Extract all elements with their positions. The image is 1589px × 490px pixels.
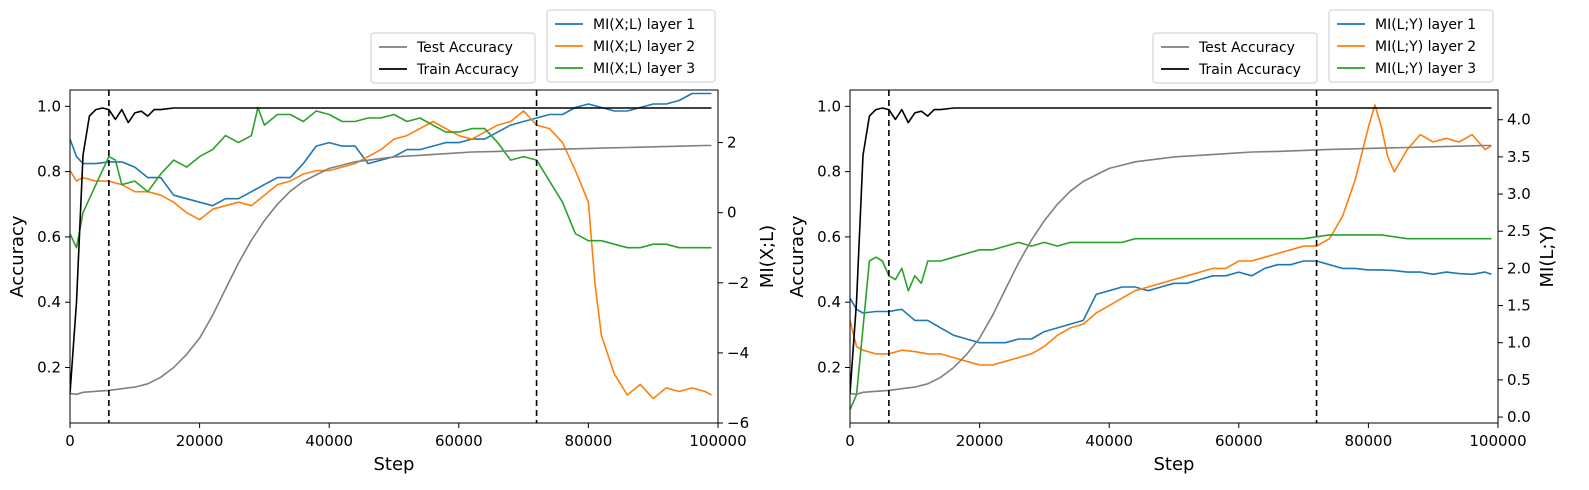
series-line-mi-x-l-layer-3 bbox=[70, 106, 712, 249]
x-tick-label: 80000 bbox=[565, 432, 613, 450]
series-line-train-accuracy bbox=[70, 107, 712, 394]
y2-tick-label: −4 bbox=[727, 344, 749, 362]
y-tick-label: 0.6 bbox=[37, 228, 61, 246]
y2-tick-label: 4.0 bbox=[1507, 111, 1531, 129]
x-tick-label: 60000 bbox=[1215, 432, 1263, 450]
legend-entry: MI(L;Y) layer 2 bbox=[1375, 39, 1476, 55]
series-line-train-accuracy bbox=[850, 107, 1492, 394]
legend-entry: Test Accuracy bbox=[1198, 40, 1295, 56]
legend-entry: MI(X;L) layer 2 bbox=[593, 39, 695, 55]
x-tick-label: 0 bbox=[845, 432, 855, 450]
y-tick-label: 0.4 bbox=[37, 293, 61, 311]
x-tick-label: 20000 bbox=[956, 432, 1004, 450]
y2-axis-title: MI(L;Y) bbox=[1537, 226, 1558, 288]
legend-box bbox=[1328, 9, 1494, 83]
series-line-mi-x-l-layer-2 bbox=[70, 110, 712, 400]
x-tick-label: 60000 bbox=[435, 432, 483, 450]
y2-tick-label: 3.5 bbox=[1507, 148, 1531, 166]
series-group bbox=[70, 92, 712, 400]
y-tick-label: 0.8 bbox=[817, 163, 841, 181]
legend-mutual-information: MI(X;L) layer 1 MI(X;L) layer 2 MI(X;L) la… bbox=[546, 9, 716, 83]
x-tick-label: 80000 bbox=[1345, 432, 1393, 450]
legend-entry: MI(L;Y) layer 3 bbox=[1375, 61, 1476, 77]
y-tick-label: 0.2 bbox=[817, 359, 841, 377]
y2-tick-label: 3.0 bbox=[1507, 185, 1531, 203]
legend-entry: MI(X;L) layer 1 bbox=[593, 17, 695, 33]
y2-tick-label: 1.5 bbox=[1507, 297, 1531, 315]
chart-right: 0 20000 40000 60000 80000 100000 0.2 0.4 0.6 0.8 1… bbox=[787, 9, 1558, 475]
y2-tick-label: 2.5 bbox=[1507, 222, 1531, 240]
plot-frame bbox=[849, 89, 1499, 424]
legend-box bbox=[370, 32, 536, 84]
y2-tick-label: 0 bbox=[727, 204, 737, 222]
x-tick-label: 0 bbox=[65, 432, 75, 450]
legend-box bbox=[1152, 32, 1318, 84]
legend-entry: Train Accuracy bbox=[1198, 62, 1301, 78]
y2-tick-label: 0.5 bbox=[1507, 371, 1531, 389]
y2-tick-label: 0.0 bbox=[1507, 408, 1531, 426]
series-line-mi-l-y-layer-2 bbox=[850, 104, 1492, 366]
x-axis-title: Step bbox=[1154, 454, 1195, 475]
series-line-test-accuracy bbox=[850, 144, 1492, 396]
y-tick-label: 0.6 bbox=[817, 228, 841, 246]
x-axis-title: Step bbox=[374, 454, 415, 475]
y-tick-label: 1.0 bbox=[37, 97, 61, 115]
x-tick-label: 40000 bbox=[305, 432, 353, 450]
series-line-mi-l-y-layer-1 bbox=[850, 260, 1492, 344]
y-axis-title: Accuracy bbox=[787, 215, 808, 298]
series-group bbox=[850, 104, 1492, 410]
legend-entry: MI(L;Y) layer 1 bbox=[1375, 17, 1476, 33]
y-tick-label: 0.8 bbox=[37, 163, 61, 181]
x-tick-label: 100000 bbox=[689, 432, 746, 450]
x-tick-label: 100000 bbox=[1469, 432, 1526, 450]
legend-entry: Test Accuracy bbox=[416, 40, 513, 56]
y-tick-label: 1.0 bbox=[817, 97, 841, 115]
y2-tick-label: 2 bbox=[727, 134, 737, 152]
x-tick-label: 40000 bbox=[1085, 432, 1133, 450]
legend-accuracy: Test Accuracy Train Accuracy bbox=[370, 32, 536, 84]
y-tick-label: 0.4 bbox=[817, 293, 841, 311]
y2-tick-label: −2 bbox=[727, 274, 749, 292]
legend-mutual-information: MI(L;Y) layer 1 MI(L;Y) layer 2 MI(L;Y) la… bbox=[1328, 9, 1494, 83]
x-tick-label: 20000 bbox=[176, 432, 224, 450]
legend-entry: Train Accuracy bbox=[416, 62, 519, 78]
chart-left: 0 20000 40000 60000 80000 100000 0.2 0.4 0.6 0.8 1… bbox=[7, 9, 778, 475]
series-line-test-accuracy bbox=[70, 144, 712, 396]
y2-tick-label: 2.0 bbox=[1507, 259, 1531, 277]
legend-box bbox=[546, 9, 716, 83]
y2-axis-title: MI(X;L) bbox=[757, 225, 778, 288]
plot-frame bbox=[69, 89, 719, 424]
legend-accuracy: Test Accuracy Train Accuracy bbox=[1152, 32, 1318, 84]
y2-tick-label: 1.0 bbox=[1507, 334, 1531, 352]
y-axis-title: Accuracy bbox=[7, 215, 28, 298]
y2-tick-label: −6 bbox=[727, 414, 749, 432]
series-line-mi-l-y-layer-3 bbox=[850, 234, 1492, 410]
y-tick-label: 0.2 bbox=[37, 359, 61, 377]
legend-entry: MI(X;L) layer 3 bbox=[593, 61, 695, 77]
